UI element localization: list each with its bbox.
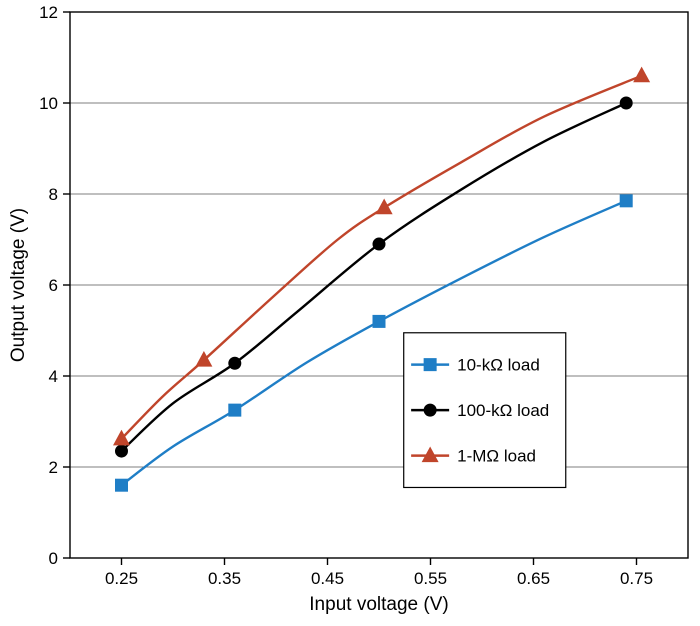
voltage-chart: 0.25 0.35 0.45 0.55 0.65 0.75 0 2 4 6 8 10 12 Input v…	[0, 0, 700, 626]
y-tick-label: 6	[49, 276, 58, 295]
series-marker-s1m	[634, 68, 649, 82]
series-marker-s10k	[116, 479, 128, 491]
series-marker-s100k	[229, 357, 241, 369]
y-tick-label: 8	[49, 185, 58, 204]
series-marker-s1m	[377, 200, 392, 214]
x-tick-label: 0.65	[517, 569, 550, 588]
x-tick-label: 0.75	[620, 569, 653, 588]
legend-label: 100-kΩ load	[457, 401, 549, 420]
y-tick-label: 12	[39, 3, 58, 22]
legend: 10-kΩ load 100-kΩ load 1-MΩ load	[404, 333, 566, 488]
series-marker-s10k	[373, 315, 385, 327]
y-tick-label: 10	[39, 94, 58, 113]
x-tick-label: 0.45	[311, 569, 344, 588]
series-marker-s10k	[620, 195, 632, 207]
y-tick-label: 2	[49, 458, 58, 477]
series-marker-s100k	[373, 238, 385, 250]
y-axis-label: Output voltage (V)	[8, 208, 29, 362]
x-tick-label: 0.25	[105, 569, 138, 588]
x-axis-label: Input voltage (V)	[309, 594, 448, 615]
legend-swatch-marker	[424, 359, 436, 371]
y-tick-label: 4	[49, 367, 58, 386]
y-tick-label: 0	[49, 549, 58, 568]
series-marker-s100k	[620, 97, 632, 109]
legend-label: 1-MΩ load	[457, 447, 536, 466]
series-marker-s100k	[116, 445, 128, 457]
x-tick-label: 0.35	[208, 569, 241, 588]
legend-label: 10-kΩ load	[457, 356, 540, 375]
x-tick-label: 0.55	[414, 569, 447, 588]
legend-swatch-marker	[424, 404, 436, 416]
series-marker-s10k	[229, 404, 241, 416]
